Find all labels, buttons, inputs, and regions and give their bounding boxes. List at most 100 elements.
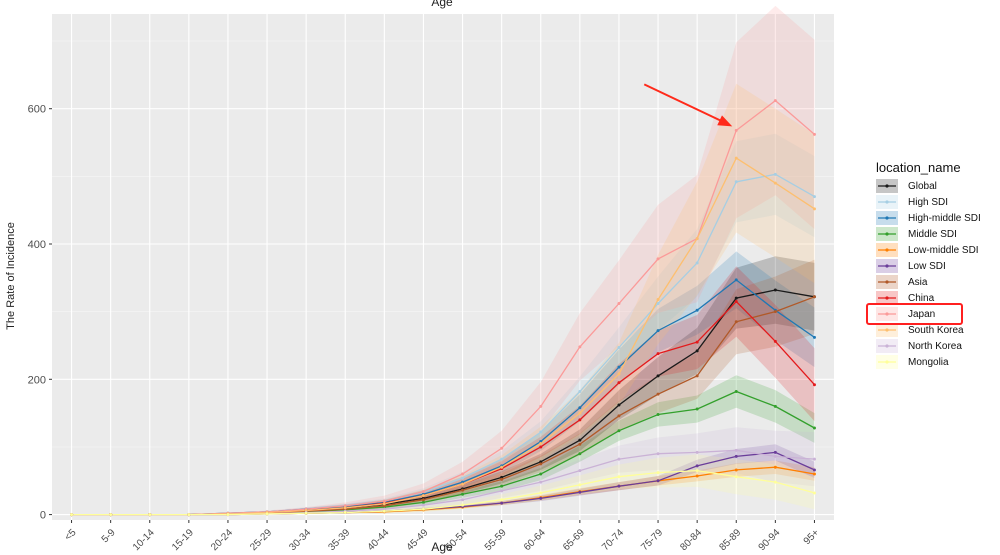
data-point <box>656 479 660 483</box>
data-point <box>656 297 660 301</box>
data-point <box>578 490 582 494</box>
data-point <box>812 491 816 495</box>
data-point <box>539 496 543 500</box>
legend-label-low-sdi: Low SDI <box>908 261 946 272</box>
data-point <box>773 181 777 185</box>
legend-label-mongolia: Mongolia <box>908 357 949 368</box>
data-point <box>695 261 699 265</box>
data-point <box>617 414 621 418</box>
ci-band-asia <box>71 259 815 515</box>
data-point <box>812 207 816 211</box>
data-point <box>773 465 777 469</box>
legend-title: location_name <box>876 160 961 175</box>
ci-band-middle-sdi <box>71 375 815 515</box>
data-point <box>461 503 465 507</box>
legend-label-global: Global <box>908 181 937 192</box>
data-point <box>734 468 738 472</box>
data-point <box>695 464 699 468</box>
x-tick-label: 80-84 <box>678 527 704 553</box>
legend-label-high-middle-sdi: High-middle SDI <box>908 213 981 224</box>
data-point <box>500 498 504 502</box>
data-point <box>734 128 738 132</box>
data-point <box>656 392 660 396</box>
legend: location_name Global High SDI High-middle … <box>876 160 981 369</box>
x-tick-label: 45-49 <box>405 527 431 553</box>
data-point <box>265 512 269 516</box>
data-point <box>578 418 582 422</box>
data-point <box>382 502 386 506</box>
data-point <box>343 511 347 515</box>
y-tick-label: 600 <box>28 104 46 116</box>
legend-key-point <box>885 312 889 316</box>
data-point <box>656 374 660 378</box>
data-point <box>578 442 582 446</box>
data-point <box>812 426 816 430</box>
x-tick-label: 90-94 <box>757 527 783 553</box>
data-point <box>695 407 699 411</box>
legend-key-point <box>885 280 889 284</box>
legend-key-point <box>885 184 889 188</box>
legend-key-point <box>885 360 889 364</box>
data-point <box>500 457 504 461</box>
data-point <box>617 372 621 376</box>
data-point <box>656 471 660 475</box>
data-point <box>578 406 582 410</box>
data-point <box>461 488 465 492</box>
legend-label-japan: Japan <box>908 309 935 320</box>
data-point <box>734 296 738 300</box>
data-point <box>539 480 543 484</box>
x-tick-label: 15-19 <box>170 527 196 553</box>
y-tick-label: 200 <box>28 374 46 386</box>
data-point <box>382 509 386 513</box>
data-point <box>617 403 621 407</box>
data-point <box>773 99 777 103</box>
data-point <box>500 446 504 450</box>
data-point <box>539 491 543 495</box>
data-point <box>812 295 816 299</box>
data-point <box>656 302 660 306</box>
data-point <box>617 457 621 461</box>
data-point <box>617 381 621 385</box>
data-point <box>578 483 582 487</box>
data-point <box>461 492 465 496</box>
x-tick-label: 30-34 <box>287 527 313 553</box>
legend-label-asia: Asia <box>908 277 928 288</box>
legend-key-point <box>885 216 889 220</box>
y-tick-label: 400 <box>28 239 46 251</box>
data-point <box>656 452 660 456</box>
data-point <box>382 499 386 503</box>
data-point <box>578 345 582 349</box>
y-tick-label: 0 <box>40 510 46 522</box>
data-point <box>578 452 582 456</box>
legend-label-high-sdi: High SDI <box>908 197 948 208</box>
data-point <box>304 511 308 515</box>
data-point <box>695 474 699 478</box>
data-point <box>500 477 504 481</box>
data-point <box>695 469 699 473</box>
legend-key-point <box>885 344 889 348</box>
ci-band-high-middle-sdi <box>71 251 815 515</box>
data-point <box>148 513 152 517</box>
ci-band-high-sdi <box>71 133 815 515</box>
data-point <box>461 482 465 486</box>
data-point <box>578 411 582 415</box>
data-point <box>773 310 777 314</box>
x-tick-label: 55-59 <box>483 527 509 553</box>
x-tick-label: 25-29 <box>248 527 274 553</box>
ci-band-japan <box>71 5 815 515</box>
data-point <box>812 468 816 472</box>
chart-title: Age <box>431 0 453 9</box>
x-tick-label: 75-79 <box>639 527 665 553</box>
data-point <box>812 132 816 136</box>
y-axis-title: The Rate of Incidence <box>5 222 17 330</box>
data-point <box>500 501 504 505</box>
ci-band-north-korea <box>71 427 815 515</box>
data-point <box>773 404 777 408</box>
data-point <box>617 346 621 349</box>
annotations <box>643 83 963 325</box>
legend-label-south-korea: South Korea <box>908 325 964 336</box>
data-point <box>734 475 738 479</box>
x-tick-label: 10-14 <box>131 527 157 553</box>
ci-band-low-middle-sdi <box>71 460 815 515</box>
